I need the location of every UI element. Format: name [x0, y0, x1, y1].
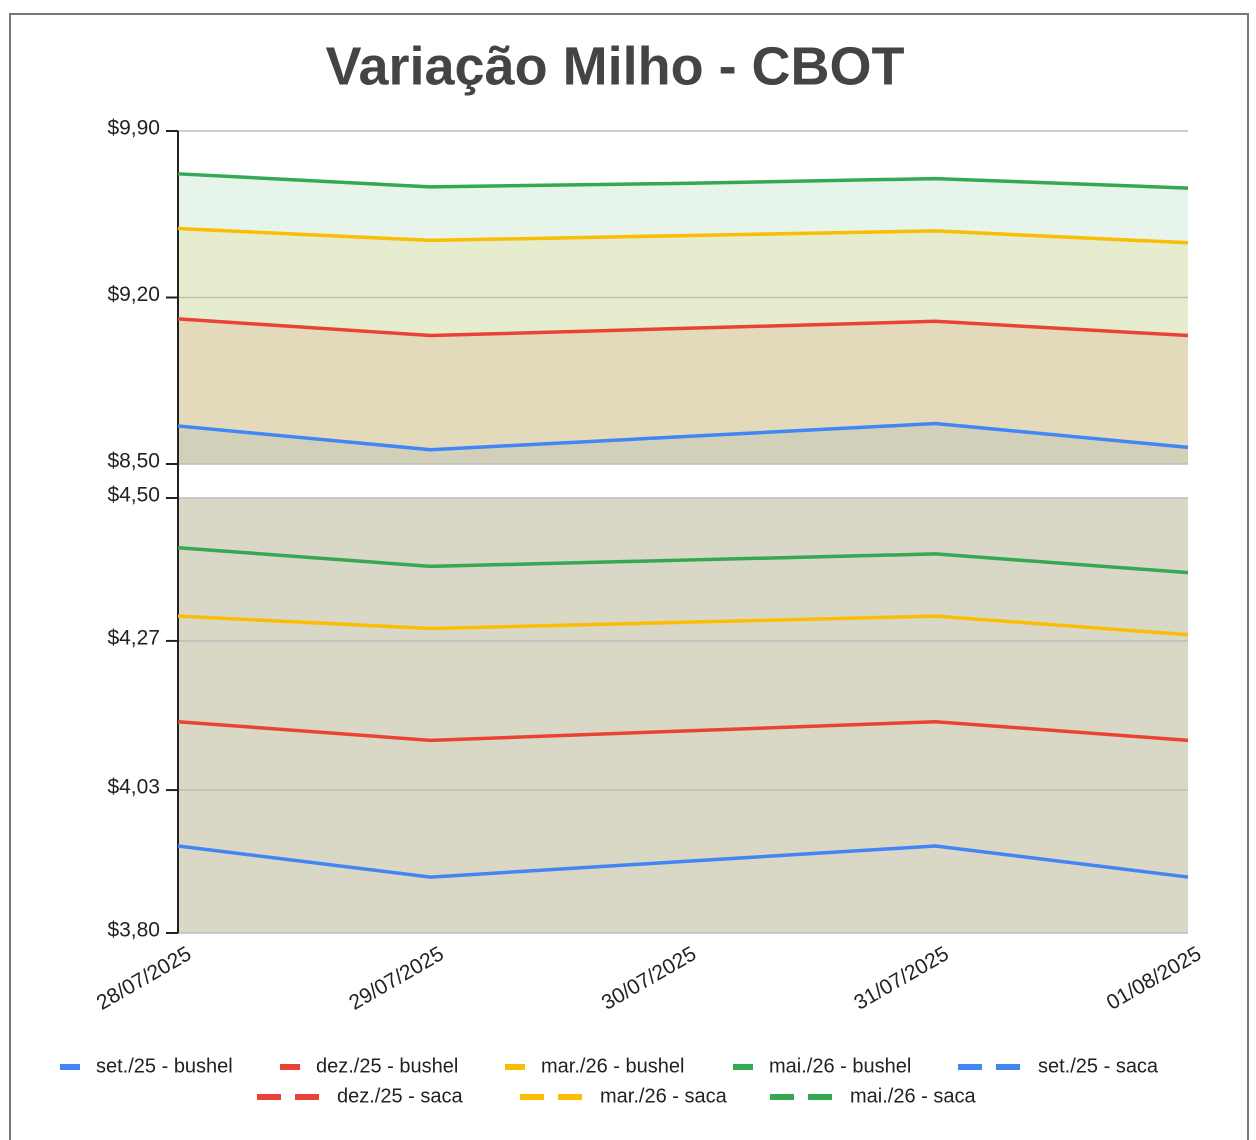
chart-title: Variação Milho - CBOT — [325, 36, 904, 96]
series-line — [177, 844, 1189, 879]
series-line — [177, 317, 1189, 338]
legend-label: dez./25 - bushel — [316, 1055, 458, 1077]
legend-label: dez./25 - saca — [337, 1085, 464, 1107]
legend-label: set./25 - bushel — [96, 1055, 233, 1077]
series-line — [177, 421, 1189, 452]
area — [178, 173, 1188, 465]
series-line — [177, 719, 1189, 743]
series-line — [177, 226, 1189, 245]
y-tick-label: $9,90 — [107, 117, 160, 140]
legend-label: mai./26 - saca — [850, 1085, 976, 1107]
area — [178, 228, 1188, 464]
series-line — [177, 545, 1189, 575]
y-tick-label: $4,50 — [107, 484, 160, 507]
area — [178, 423, 1188, 464]
y-tick-label: $9,20 — [107, 283, 160, 306]
panel-fill — [178, 498, 1188, 933]
series-line — [177, 614, 1189, 637]
legend-label: mai./26 - bushel — [769, 1055, 911, 1077]
y-tick-label: $8,50 — [107, 450, 160, 473]
y-tick-label: $4,27 — [107, 626, 160, 649]
series-line — [177, 172, 1189, 190]
legend-label: mar./26 - saca — [600, 1085, 728, 1107]
y-tick-label: $4,03 — [107, 776, 160, 799]
legend-label: set./25 - saca — [1038, 1055, 1159, 1077]
area — [178, 318, 1188, 464]
legend-label: mar./26 - bushel — [541, 1055, 684, 1077]
y-tick-label: $3,80 — [107, 919, 160, 942]
